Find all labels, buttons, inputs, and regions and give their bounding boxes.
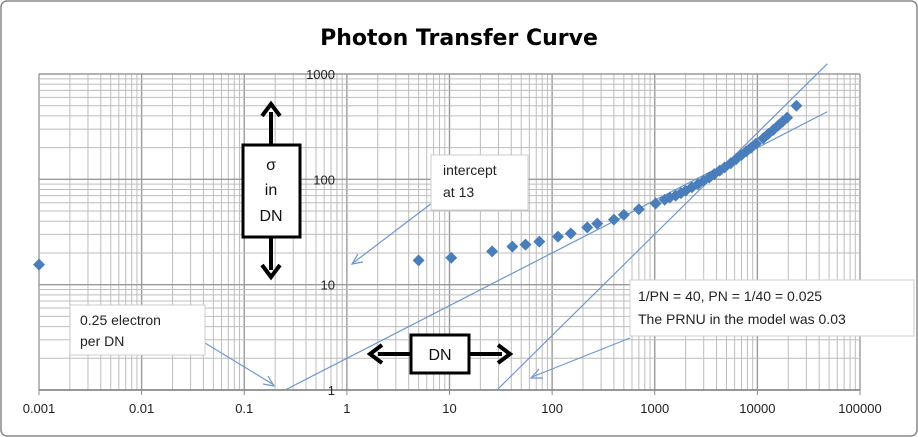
data-point	[581, 221, 594, 234]
data-point	[551, 230, 564, 243]
electron-text-1: 0.25 electron	[80, 312, 161, 328]
intercept-text-1: intercept	[443, 162, 497, 178]
prnu-text-1: 1/PN = 40, PN = 1/40 = 0.025	[638, 288, 822, 304]
data-point	[519, 238, 532, 251]
x-tick-label: 1000	[640, 401, 669, 416]
data-point	[617, 208, 630, 221]
dn-label: DN	[259, 208, 282, 225]
y-tick-label: 100	[313, 172, 335, 187]
data-point	[607, 213, 620, 226]
data-points	[33, 99, 803, 271]
data-point	[486, 245, 499, 258]
data-point	[564, 227, 577, 240]
data-point	[445, 251, 458, 264]
data-point	[533, 235, 546, 248]
sigma-label: σ	[266, 157, 276, 174]
electron-text-2: per DN	[80, 333, 124, 349]
dn-annotation: DN	[366, 333, 514, 375]
x-tick-label: 0.001	[23, 401, 56, 416]
data-point	[632, 203, 645, 216]
y-tick-label: 10	[321, 278, 335, 293]
y-tick-label: 1000	[306, 67, 335, 82]
intercept-annotation: intercept at 13	[350, 154, 529, 265]
data-point	[506, 240, 519, 253]
x-tick-label: 10000	[739, 401, 775, 416]
data-point	[750, 137, 763, 150]
electron-annotation: 0.25 electron per DN	[69, 304, 276, 387]
data-point	[649, 197, 662, 210]
data-point	[781, 111, 794, 124]
x-tick-label: 100000	[838, 401, 881, 416]
x-tick-label: 0.01	[129, 401, 154, 416]
prnu-text-2: The PRNU in the model was 0.03	[638, 311, 846, 327]
x-tick-label: 100	[541, 401, 563, 416]
prnu-annotation: 1/PN = 40, PN = 1/40 = 0.025 The PRNU in…	[529, 279, 915, 379]
data-point	[591, 217, 604, 230]
axes: 0.001 0.01 0.1 1 10 100 1000 10000 100000 1 10 100 1…	[23, 67, 882, 416]
intercept-text-2: at 13	[443, 184, 474, 200]
chart-title: Photon Transfer Curve	[320, 26, 598, 51]
x-tick-label: 0.1	[235, 401, 253, 416]
data-point	[33, 258, 45, 271]
x-tick-label: 10	[442, 401, 456, 416]
fit-line	[496, 63, 828, 391]
y-tick-label: 1	[328, 383, 335, 398]
x-tick-label: 1	[343, 401, 350, 416]
in-label: in	[265, 182, 277, 199]
sigma-annotation: σ in DN	[241, 100, 302, 281]
data-point	[412, 254, 425, 267]
dn-box-label: DN	[428, 347, 451, 364]
data-point	[790, 99, 803, 112]
